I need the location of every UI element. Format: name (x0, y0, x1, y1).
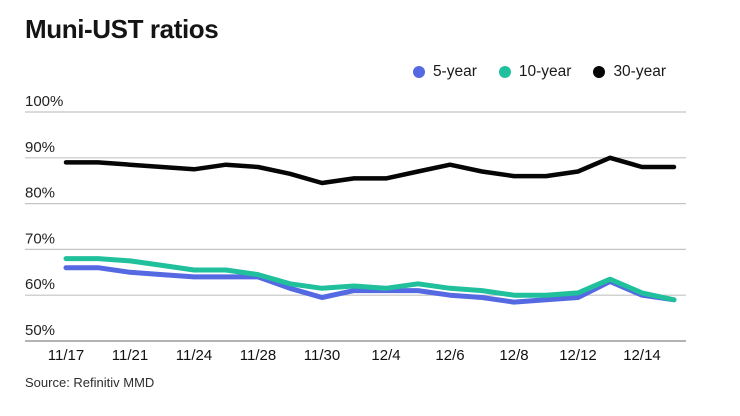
series-line-30-year (63, 155, 677, 186)
legend-label-5-year: 5-year (432, 63, 477, 80)
legend-dot-5-year-icon (412, 66, 425, 78)
x-tick-label-11-17: 11/17 (48, 347, 84, 364)
legend-item-10-year: 10-year (498, 63, 572, 81)
legend-dot-10-year-icon (498, 66, 511, 78)
x-tick-label-11-28: 11/28 (240, 347, 276, 364)
y-tick-label-50: 50% (25, 322, 55, 339)
x-tick-label-11-21: 11/21 (112, 347, 148, 364)
x-tick-label-11-24: 11/24 (176, 347, 212, 364)
legend-label-10-year: 10-year (518, 63, 572, 80)
x-tick-label-11-30: 11/30 (304, 347, 340, 364)
legend-dot-30-year-icon (593, 66, 606, 78)
y-tick-label-70: 70% (25, 230, 55, 247)
chart-title: Muni-UST ratios (25, 14, 219, 44)
legend-item-5-year: 5-year (412, 63, 477, 81)
y-tick-label-60: 60% (25, 276, 55, 293)
y-tick-label-80: 80% (25, 185, 55, 202)
x-tick-label-12-6: 12/6 (435, 347, 464, 364)
x-tick-label-12-8: 12/8 (499, 347, 528, 364)
legend: 5-year 10-year 30-year (412, 63, 666, 81)
series-line-10-year (63, 256, 677, 303)
legend-label-30-year: 30-year (613, 63, 666, 80)
legend-item-30-year: 30-year (593, 63, 666, 81)
series-line-5-year (63, 265, 677, 305)
y-tick-label-90: 90% (25, 139, 55, 156)
y-tick-label-100: 100% (25, 93, 63, 110)
x-tick-label-12-14: 12/14 (623, 347, 661, 364)
source-note: Source: Refinitiv MMD (25, 375, 155, 390)
x-tick-label-12-12: 12/12 (559, 347, 597, 364)
x-tick-label-12-4: 12/4 (371, 347, 400, 364)
